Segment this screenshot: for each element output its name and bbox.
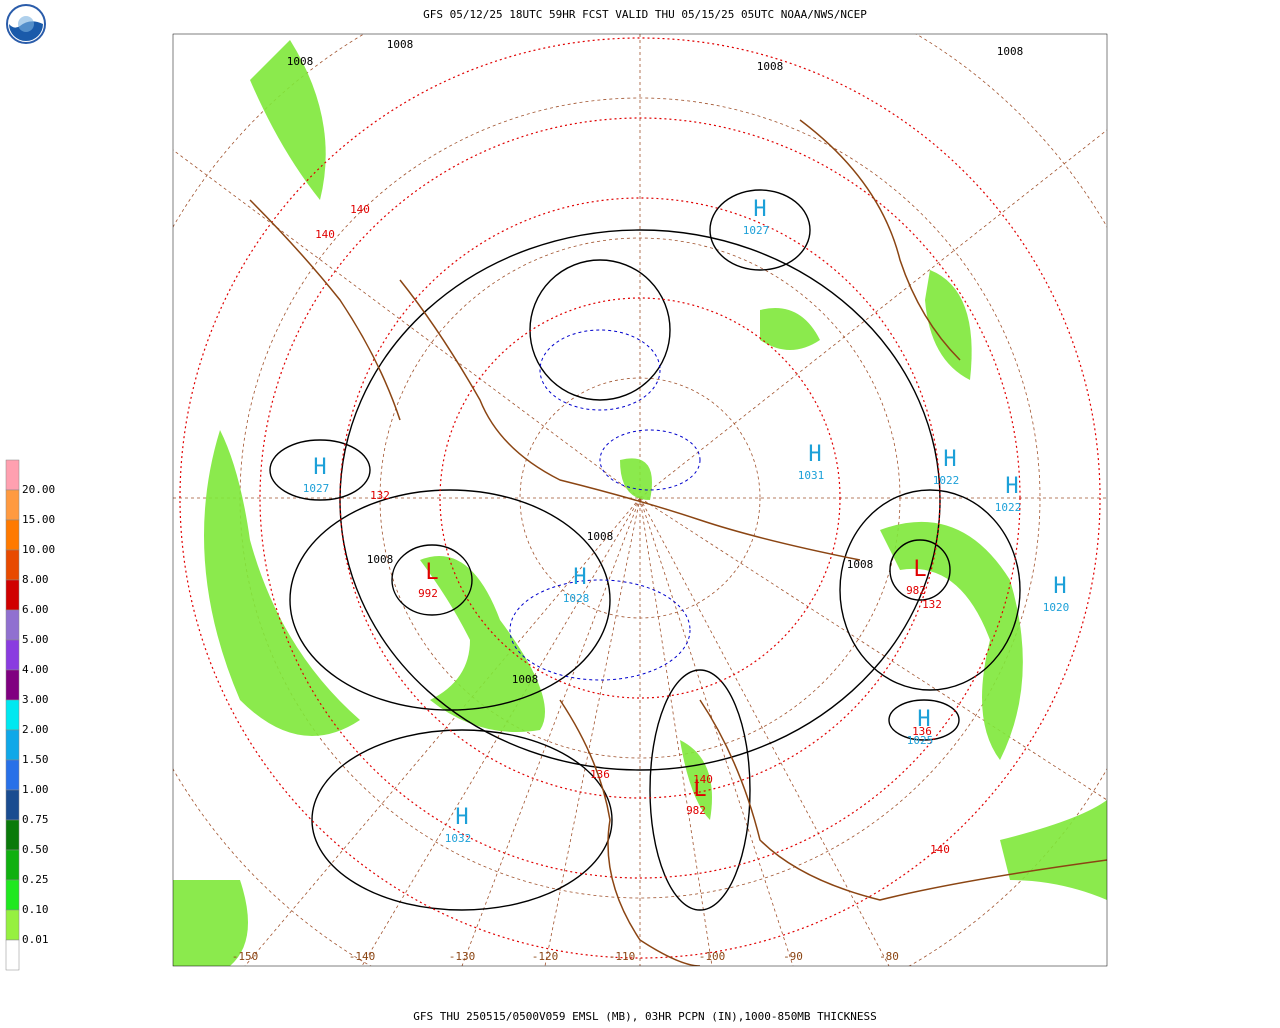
legend-label: 20.00 bbox=[22, 483, 55, 496]
isobar-label: 1008 bbox=[587, 530, 614, 543]
longitude-label: -120 bbox=[532, 950, 559, 963]
thickness-label: 136 bbox=[590, 768, 610, 781]
legend-swatch bbox=[5, 489, 20, 521]
center-pressure: 982 bbox=[686, 804, 706, 817]
center-pressure: 1022 bbox=[933, 474, 960, 487]
isobar-label: 1008 bbox=[287, 55, 314, 68]
legend: 20.00 15.00 10.00 8.00 6.00 5.00 4.00 3.00 2.00 1… bbox=[5, 459, 55, 971]
isobar-label: 1008 bbox=[387, 38, 414, 51]
map-panel bbox=[172, 33, 1108, 967]
isobar-label: 1008 bbox=[757, 60, 784, 73]
center-letter: H bbox=[917, 707, 930, 732]
footer-caption: GFS THU 250515/0500V059 EMSL (MB), 03HR … bbox=[413, 1010, 877, 1023]
legend-swatch bbox=[5, 729, 20, 761]
isobar-label: 1008 bbox=[367, 553, 394, 566]
center-letter: H bbox=[455, 805, 468, 830]
legend-label: 8.00 bbox=[22, 573, 49, 586]
center-letter: L bbox=[913, 557, 926, 582]
center-letter: H bbox=[573, 565, 586, 590]
longitude-label: -100 bbox=[699, 950, 726, 963]
center-pressure: 992 bbox=[418, 587, 438, 600]
thickness-contours bbox=[179, 37, 1101, 959]
center-pressure: 1032 bbox=[445, 832, 472, 845]
center-pressure: 1020 bbox=[1043, 601, 1070, 614]
legend-label: 0.25 bbox=[22, 873, 49, 886]
center-letter: H bbox=[1005, 474, 1018, 499]
isobar-label: 1008 bbox=[997, 45, 1024, 58]
title: GFS 05/12/25 18UTC 59HR FCST VALID THU 0… bbox=[423, 8, 867, 21]
center-letter: H bbox=[753, 197, 766, 222]
legend-swatch bbox=[5, 879, 20, 911]
thickness-label: 140 bbox=[930, 843, 950, 856]
thickness-label: 140 bbox=[315, 228, 335, 241]
center-pressure: 1031 bbox=[798, 469, 825, 482]
thickness-label: 140 bbox=[350, 203, 370, 216]
legend-swatch bbox=[5, 909, 20, 941]
thickness-label: 132 bbox=[922, 598, 942, 611]
thickness-label: 136 bbox=[912, 725, 932, 738]
legend-label: 0.50 bbox=[22, 843, 49, 856]
longitude-label: -110 bbox=[609, 950, 636, 963]
thickness-label: 140 bbox=[693, 773, 713, 786]
legend-swatch bbox=[5, 789, 20, 821]
legend-label: 4.00 bbox=[22, 663, 49, 676]
graticule bbox=[173, 34, 1107, 966]
legend-swatch bbox=[5, 459, 20, 491]
legend-label: 2.00 bbox=[22, 723, 49, 736]
legend-swatch bbox=[5, 699, 20, 731]
center-letter: H bbox=[808, 442, 821, 467]
legend-label: 0.01 bbox=[22, 933, 49, 946]
legend-swatch bbox=[5, 519, 20, 551]
precip-areas bbox=[173, 40, 1107, 966]
noaa-logo bbox=[6, 4, 46, 44]
center-letter: L bbox=[425, 560, 438, 585]
longitude-label: -140 bbox=[349, 950, 376, 963]
center-pressure: 1027 bbox=[743, 224, 770, 237]
longitude-label: -80 bbox=[879, 950, 899, 963]
legend-label: 1.00 bbox=[22, 783, 49, 796]
legend-swatch bbox=[5, 609, 20, 641]
thickness-label: 132 bbox=[370, 489, 390, 502]
legend-label: 15.00 bbox=[22, 513, 55, 526]
legend-label: 6.00 bbox=[22, 603, 49, 616]
legend-label: 0.75 bbox=[22, 813, 49, 826]
isobar-label: 1008 bbox=[512, 673, 539, 686]
legend-swatch bbox=[5, 939, 20, 971]
legend-swatch bbox=[5, 849, 20, 881]
longitude-label: -150 bbox=[232, 950, 259, 963]
center-letter: H bbox=[1053, 574, 1066, 599]
longitude-label: -130 bbox=[449, 950, 476, 963]
legend-swatch bbox=[5, 819, 20, 851]
legend-label: 1.50 bbox=[22, 753, 49, 766]
legend-swatch bbox=[5, 759, 20, 791]
center-letter: H bbox=[943, 447, 956, 472]
legend-label: 3.00 bbox=[22, 693, 49, 706]
legend-label: 10.00 bbox=[22, 543, 55, 556]
longitude-label: -90 bbox=[783, 950, 803, 963]
legend-swatch bbox=[5, 579, 20, 611]
high-pressure-contours bbox=[509, 329, 701, 681]
center-pressure: 1028 bbox=[563, 592, 590, 605]
isobar-label: 1008 bbox=[847, 558, 874, 571]
legend-swatch bbox=[5, 669, 20, 701]
center-pressure: 1025 bbox=[907, 734, 934, 747]
legend-swatch bbox=[5, 549, 20, 581]
center-pressure: 1027 bbox=[303, 482, 330, 495]
center-letter: H bbox=[313, 455, 326, 480]
center-pressure: 1022 bbox=[995, 501, 1022, 514]
center-pressure: 982 bbox=[906, 584, 926, 597]
legend-label: 0.10 bbox=[22, 903, 49, 916]
legend-label: 5.00 bbox=[22, 633, 49, 646]
legend-swatch bbox=[5, 639, 20, 671]
coastlines bbox=[249, 119, 1107, 966]
center-letter: L bbox=[693, 777, 706, 802]
